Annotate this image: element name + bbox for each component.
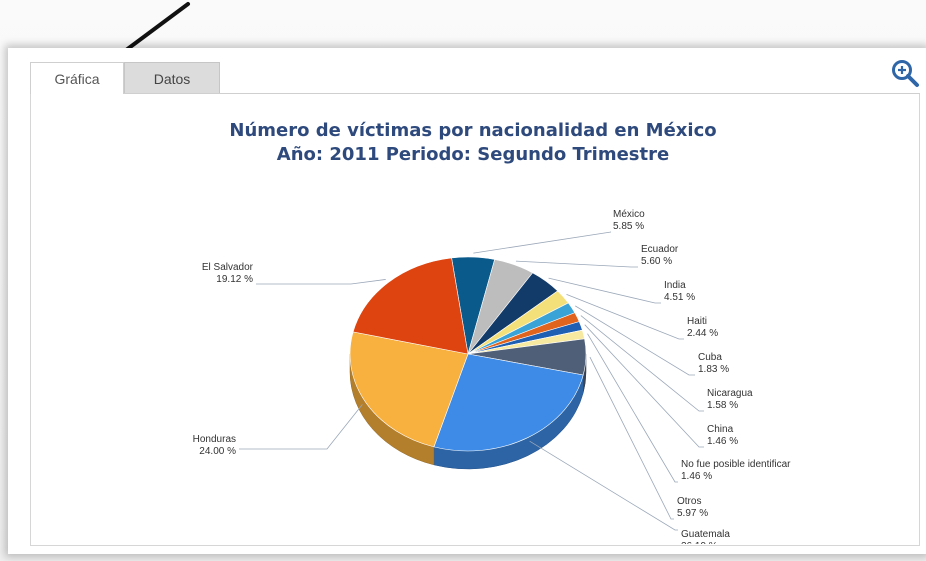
slice-label-value-5: 1.58 % (707, 400, 738, 411)
slice-label-name-2: India (664, 280, 686, 291)
slice-label-name-4: Cuba (698, 352, 722, 363)
chart-title-line-1: Número de víctimas por nacionalidad en M… (229, 120, 716, 141)
tab-divider (30, 93, 920, 94)
slice-label-name-5: Nicaragua (707, 388, 753, 399)
slice-label-value-2: 4.51 % (664, 292, 695, 303)
pie-slice-10 (349, 331, 469, 448)
pie-slice-9 (433, 353, 584, 452)
tab-datos[interactable]: Datos (124, 62, 220, 94)
leader-line-2 (548, 277, 661, 304)
tab-grafica[interactable]: Gráfica (30, 62, 124, 94)
leader-line-6 (584, 324, 704, 448)
chart-panel: Gráfica Datos Número de víctimas por nac… (8, 48, 926, 554)
leader-line-1 (515, 260, 638, 268)
slice-label-name-0: México (613, 209, 645, 220)
leader-line-7 (587, 333, 678, 483)
slice-label-value-10: 24.00 % (199, 446, 236, 457)
leader-line-8 (589, 356, 674, 520)
leader-line-11 (256, 279, 386, 285)
slice-label-value-1: 5.60 % (641, 256, 672, 267)
slice-label-name-10: Honduras (193, 434, 236, 445)
tab-bar: Gráfica Datos (8, 48, 926, 94)
slice-label-name-6: China (707, 424, 734, 435)
slice-label-name-9: Guatemala (681, 529, 730, 540)
slice-label-value-6: 1.46 % (707, 436, 738, 447)
slice-label-name-1: Ecuador (641, 244, 679, 255)
slice-label-value-4: 1.83 % (698, 364, 729, 375)
slice-label-value-0: 5.85 % (613, 221, 644, 232)
chart-area: Número de víctimas por nacionalidad en M… (30, 94, 920, 546)
leader-line-5 (580, 315, 704, 412)
slice-label-value-9: 26.19 % (681, 541, 718, 544)
slice-label-name-8: Otros (677, 496, 701, 507)
pie-top (349, 256, 587, 452)
zoom-in-icon[interactable] (890, 58, 920, 88)
leader-line-4 (575, 305, 695, 376)
slice-label-value-8: 5.97 % (677, 508, 708, 519)
slice-label-value-11: 19.12 % (216, 274, 253, 285)
leader-line-3 (566, 294, 684, 340)
leader-lines (239, 231, 704, 531)
pie-slice-11 (352, 257, 469, 355)
slice-label-name-7: No fue posible identificar (681, 459, 791, 470)
slice-label-value-3: 2.44 % (687, 328, 718, 339)
slice-label-value-7: 1.46 % (681, 471, 712, 482)
pie-chart: Número de víctimas por nacionalidad en M… (193, 120, 792, 544)
leader-line-10 (239, 404, 363, 450)
slice-label-name-3: Haiti (687, 316, 707, 327)
leader-line-0 (473, 231, 612, 254)
leader-line-9 (529, 440, 678, 531)
chart-title-line-2: Año: 2011 Periodo: Segundo Trimestre (277, 144, 669, 165)
slice-label-name-11: El Salvador (202, 262, 254, 273)
